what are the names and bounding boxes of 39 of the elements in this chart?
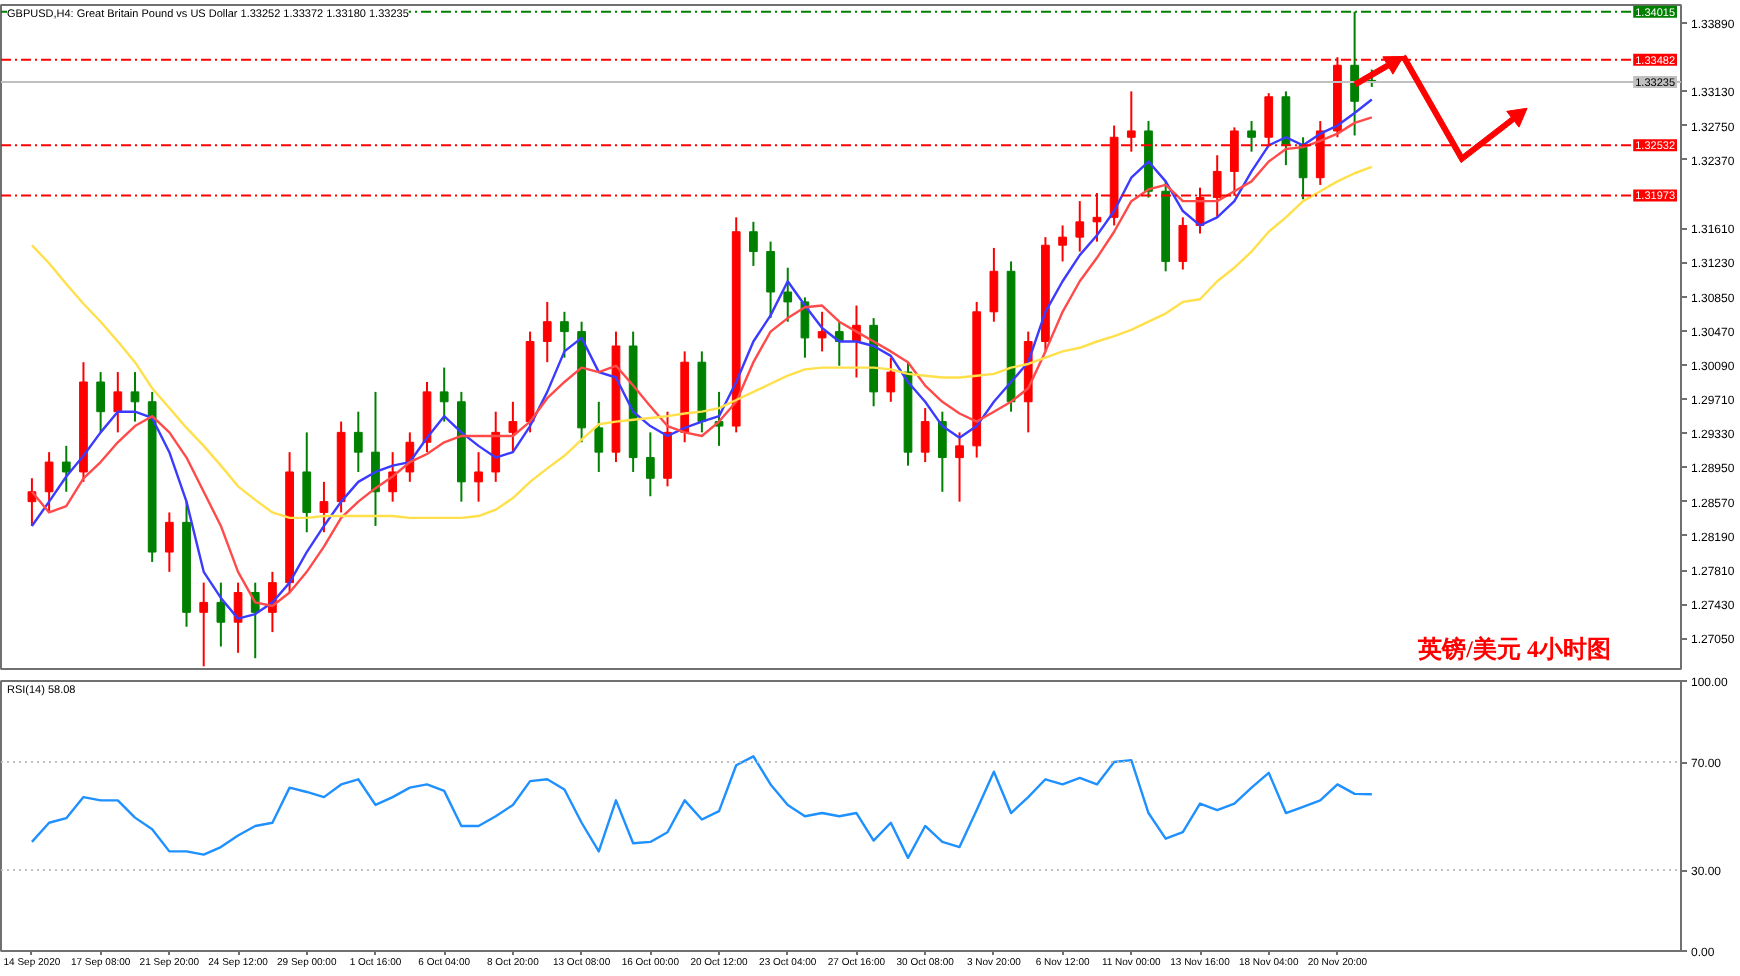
candlestick — [353, 410, 363, 473]
candlestick — [749, 220, 758, 267]
candlestick — [113, 371, 123, 434]
candlestick — [44, 451, 54, 514]
candlestick — [319, 480, 329, 534]
candlestick — [199, 581, 209, 668]
candlestick — [766, 240, 775, 320]
candlestick — [817, 310, 827, 353]
candlestick — [61, 444, 71, 493]
candlestick — [560, 310, 569, 359]
candlestick — [955, 431, 964, 503]
text: 英镑/美元 4小时图 — [1416, 635, 1612, 663]
candlestick — [130, 371, 140, 423]
candlestick — [474, 451, 483, 503]
line-series — [30, 165, 1373, 520]
candlestick — [920, 407, 930, 464]
candlestick — [594, 400, 604, 473]
candlestick — [783, 266, 793, 323]
candlestick — [302, 431, 312, 534]
candlestick — [439, 366, 449, 423]
candlestick — [1075, 200, 1085, 253]
candlestick — [96, 371, 105, 434]
candlestick — [1247, 120, 1256, 153]
candlestick — [491, 410, 501, 483]
candlestick — [1058, 224, 1067, 263]
candlestick — [645, 431, 655, 498]
line-series — [30, 755, 1373, 860]
candlestick — [663, 410, 672, 488]
candlestick — [800, 296, 810, 359]
candlestick — [164, 511, 174, 573]
candlestick — [508, 400, 518, 454]
candlestick — [216, 581, 226, 648]
candlestick — [1178, 216, 1188, 271]
candlestick — [989, 246, 999, 323]
candlestick — [1298, 136, 1308, 201]
candlestick — [233, 581, 243, 654]
candlestick — [886, 356, 896, 403]
candlestick — [937, 410, 947, 493]
candlestick — [542, 300, 552, 364]
